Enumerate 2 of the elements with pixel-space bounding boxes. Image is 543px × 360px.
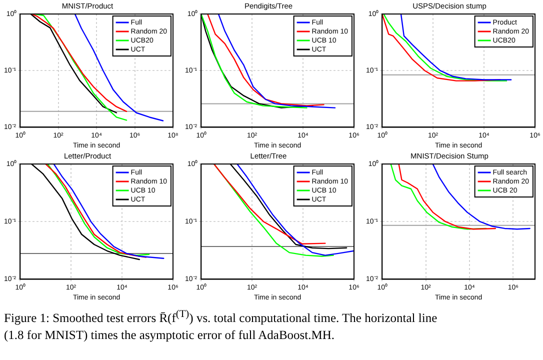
caption: Figure 1: Smoothed test errors R̄(f$^{(T)}$) vs. total computational time. The horizontal line	[4, 308, 438, 328]
text: (1.8 for MNIST) times the asymptotic error of full AdaBoost.MH.	[4, 327, 336, 344]
